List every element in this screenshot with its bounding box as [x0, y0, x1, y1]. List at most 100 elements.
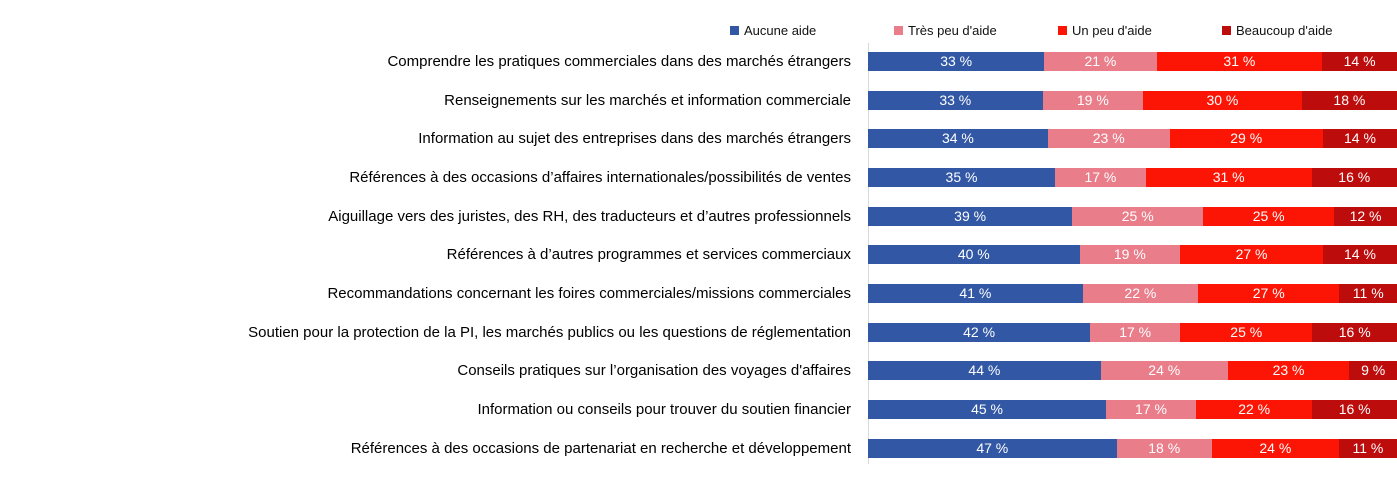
bar-segment: 25 % [1072, 206, 1204, 226]
legend-item: Très peu d'aide [894, 23, 1058, 38]
value-label: 25 % [1230, 323, 1263, 340]
chart-row: Soutien pour la protection de la PI, les… [0, 313, 1397, 352]
bar-segment: 45 % [868, 400, 1107, 420]
legend-label: Aucune aide [744, 23, 817, 38]
bar-segment: 27 % [1180, 245, 1323, 265]
bar-segment: 16 % [1311, 167, 1397, 187]
stacked-bar: 44 % 24 % 23 % 9 % [868, 361, 1397, 381]
bar-segment: 23 % [1227, 361, 1350, 381]
bar-segment: 29 % [1169, 129, 1323, 149]
chart-row: Références à d’autres programmes et serv… [0, 235, 1397, 274]
category-label: Soutien pour la protection de la PI, les… [248, 323, 851, 341]
legend-label: Un peu d'aide [1072, 23, 1152, 38]
chart-row: Renseignements sur les marchés et inform… [0, 81, 1397, 120]
value-label: 17 % [1119, 323, 1152, 340]
bar-segment: 25 % [1203, 206, 1335, 226]
value-label: 30 % [1206, 91, 1239, 108]
value-label: 41 % [959, 284, 992, 301]
chart-row: Conseils pratiques sur l’organisation de… [0, 352, 1397, 391]
value-label: 24 % [1259, 439, 1292, 456]
stacked-bar: 33 % 19 % 30 % 18 % [868, 90, 1397, 110]
value-label: 25 % [1121, 207, 1154, 224]
value-label: 16 % [1338, 323, 1371, 340]
legend-swatch-icon [730, 26, 739, 35]
value-label: 11 % [1352, 284, 1384, 301]
chart-row: Recommandations concernant les foires co… [0, 274, 1397, 313]
stacked-bar: 47 % 18 % 24 % 11 % [868, 438, 1397, 458]
legend-item: Aucune aide [730, 23, 894, 38]
value-label: 9 % [1361, 362, 1386, 379]
value-label: 14 % [1344, 246, 1376, 263]
value-label: 23 % [1092, 130, 1125, 147]
chart-row: Références à des occasions d’affaires in… [0, 158, 1397, 197]
bar-segment: 9 % [1349, 361, 1397, 381]
stacked-bar: 42 % 17 % 25 % 16 % [868, 322, 1397, 342]
bar-segment: 16 % [1312, 400, 1397, 420]
bar-segment: 22 % [1195, 400, 1313, 420]
bar-segment: 33 % [868, 51, 1045, 71]
legend-swatch-icon [1058, 26, 1067, 35]
bar-segment: 21 % [1044, 51, 1157, 71]
bar-segment: 19 % [1079, 245, 1181, 265]
stacked-bar: 41 % 22 % 27 % 11 % [868, 283, 1397, 303]
bar-segment: 18 % [1301, 90, 1397, 110]
value-label: 14 % [1343, 52, 1376, 69]
bar-segment: 17 % [1055, 167, 1146, 187]
value-label: 14 % [1344, 130, 1376, 147]
category-label: Information ou conseils pour trouver du … [477, 401, 851, 419]
stacked-bar: 40 % 19 % 27 % 14 % [868, 245, 1397, 265]
value-label: 40 % [957, 246, 990, 263]
bar-segment: 47 % [868, 438, 1117, 458]
value-label: 16 % [1338, 401, 1371, 418]
category-label: Références à d’autres programmes et serv… [446, 246, 851, 264]
value-label: 44 % [968, 362, 1001, 379]
stacked-bar: 45 % 17 % 22 % 16 % [868, 400, 1397, 420]
chart-row: Information ou conseils pour trouver du … [0, 390, 1397, 429]
value-label: 17 % [1084, 168, 1117, 185]
stacked-bar: 35 % 17 % 31 % 16 % [868, 167, 1397, 187]
value-label: 27 % [1252, 284, 1285, 301]
bar-segment: 14 % [1322, 51, 1397, 71]
bar-segment: 42 % [868, 322, 1091, 342]
value-label: 18 % [1333, 91, 1366, 108]
bar-segment: 30 % [1143, 90, 1302, 110]
value-label: 47 % [976, 439, 1009, 456]
value-label: 23 % [1272, 362, 1305, 379]
bar-segment: 14 % [1322, 129, 1397, 149]
value-label: 16 % [1338, 168, 1371, 185]
value-label: 18 % [1148, 439, 1181, 456]
value-label: 27 % [1235, 246, 1268, 263]
value-label: 45 % [971, 401, 1003, 418]
category-label: Renseignements sur les marchés et inform… [444, 91, 851, 109]
bar-segment: 31 % [1145, 167, 1312, 187]
value-label: 17 % [1135, 401, 1167, 418]
bar-segment: 33 % [868, 90, 1043, 110]
bar-segment: 18 % [1116, 438, 1212, 458]
bar-segment: 19 % [1042, 90, 1144, 110]
legend-swatch-icon [1222, 26, 1231, 35]
value-label: 35 % [945, 168, 978, 185]
legend-label: Beaucoup d'aide [1236, 23, 1333, 38]
legend-item: Un peu d'aide [1058, 23, 1222, 38]
value-label: 33 % [940, 52, 973, 69]
bar-segment: 40 % [868, 245, 1080, 265]
value-label: 39 % [954, 207, 987, 224]
bar-segment: 14 % [1322, 245, 1397, 265]
chart-rows: Comprendre les pratiques commerciales da… [0, 42, 1397, 468]
bar-segment: 41 % [868, 283, 1083, 303]
category-label: Références à des occasions d’affaires in… [349, 168, 851, 186]
value-label: 33 % [939, 91, 972, 108]
legend-swatch-icon [894, 26, 903, 35]
bar-segment: 24 % [1100, 361, 1228, 381]
value-label: 19 % [1113, 246, 1146, 263]
legend-item: Beaucoup d'aide [1222, 23, 1386, 38]
value-label: 29 % [1230, 130, 1263, 147]
bar-segment: 11 % [1339, 283, 1397, 303]
chart-row: Aiguillage vers des juristes, des RH, de… [0, 197, 1397, 236]
bar-segment: 16 % [1312, 322, 1397, 342]
stacked-bar: 39 % 25 % 25 % 12 % [868, 206, 1397, 226]
bar-segment: 17 % [1090, 322, 1181, 342]
chart-row: Comprendre les pratiques commerciales da… [0, 42, 1397, 81]
category-label: Aiguillage vers des juristes, des RH, de… [328, 207, 851, 225]
stacked-bar: 33 % 21 % 31 % 14 % [868, 51, 1397, 71]
